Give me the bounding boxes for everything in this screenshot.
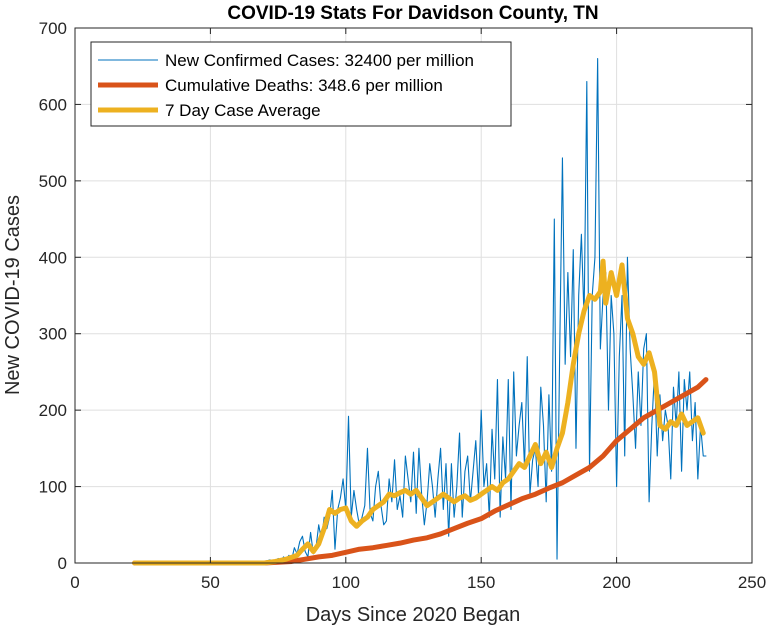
legend-label-deaths: Cumulative Deaths: 348.6 per million [165, 76, 443, 95]
series-line-cumulative-deaths [132, 377, 709, 566]
x-tick-label: 0 [70, 573, 79, 592]
y-tick-label: 100 [39, 478, 67, 497]
y-tick-label: 500 [39, 172, 67, 191]
axes-box [74, 27, 753, 564]
y-tick-label: 0 [58, 554, 67, 573]
x-tick-label: 100 [332, 573, 360, 592]
x-tick-label: 150 [467, 573, 495, 592]
y-tick-label: 300 [39, 325, 67, 344]
ticks-layer [74, 27, 753, 564]
x-axis-label: Days Since 2020 Began [306, 604, 521, 626]
chart-title: COVID-19 Stats For Davidson County, TN [227, 3, 598, 24]
y-tick-label: 600 [39, 95, 67, 114]
x-tick-label: 250 [738, 573, 766, 592]
y-tick-label: 200 [39, 401, 67, 420]
x-tick-label: 50 [201, 573, 220, 592]
legend-label-new-cases: New Confirmed Cases: 32400 per million [165, 51, 474, 70]
y-axis-label: New COVID-19 Cases [2, 195, 24, 395]
series-layer [132, 58, 709, 566]
tick-labels-layer: 0 50 100 150 200 250 0 100 200 300 400 500 600 700 [39, 19, 767, 592]
legend-label-7day-avg: 7 Day Case Average [165, 101, 321, 120]
legend: New Confirmed Cases: 32400 per million C… [90, 41, 512, 127]
x-tick-label: 200 [602, 573, 630, 592]
series-line-7day-average [132, 258, 706, 566]
y-tick-label: 400 [39, 248, 67, 267]
legend-box [90, 41, 512, 127]
y-tick-label: 700 [39, 19, 67, 38]
